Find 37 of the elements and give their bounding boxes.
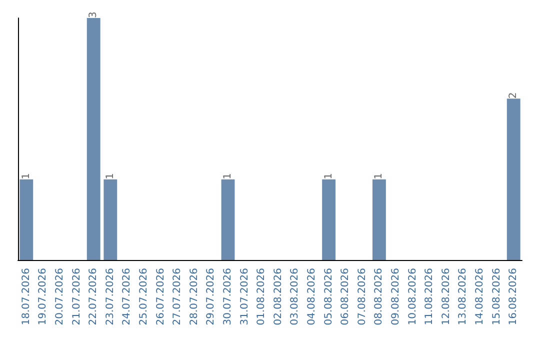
data-label: 1: [222, 172, 234, 180]
x-tick-label: 19.07.2026: [38, 268, 49, 326]
x-tick-label: 25.07.2026: [138, 268, 150, 326]
x-tick-label: 13.08.2026: [458, 268, 469, 326]
x-tick-label: 31.07.2026: [239, 268, 250, 326]
x-tick-label: 08.08.2026: [374, 268, 385, 326]
data-label: 2: [508, 92, 520, 99]
x-tick-label: 09.08.2026: [390, 268, 402, 326]
x-tick-label: 24.07.2026: [122, 268, 133, 326]
x-tick-label: 29.07.2026: [206, 268, 217, 326]
x-tick-label: 04.08.2026: [306, 268, 318, 326]
x-tick-label: 22.07.2026: [88, 268, 100, 326]
x-tick-label: 30.07.2026: [222, 268, 234, 326]
x-tick-label: 26.07.2026: [155, 268, 166, 326]
x-tick-label: 20.07.2026: [54, 268, 66, 326]
data-label: 1: [104, 172, 116, 180]
x-tick-label: 21.07.2026: [71, 268, 82, 326]
x-tick-label: 16.08.2026: [508, 268, 520, 326]
x-tick-label: 11.08.2026: [424, 268, 436, 326]
data-label: 1: [323, 172, 334, 180]
x-tick-label: 07.08.2026: [356, 268, 368, 326]
x-tick-label: 02.08.2026: [272, 268, 284, 326]
x-tick-label: 12.08.2026: [440, 268, 452, 326]
x-tick-label: 06.08.2026: [340, 268, 352, 326]
data-label: 3: [88, 12, 100, 18]
x-tick-label: 03.08.2026: [290, 268, 301, 326]
x-tick-label: 15.08.2026: [491, 268, 502, 326]
x-tick-label: 27.07.2026: [172, 268, 184, 326]
x-tick-label: 23.07.2026: [104, 268, 116, 326]
x-tick-label: 05.08.2026: [323, 268, 334, 326]
x-tick-label: 18.07.2026: [20, 268, 32, 326]
x-tick-label: 01.08.2026: [256, 268, 268, 326]
x-tick-label: 14.08.2026: [474, 268, 486, 326]
data-label: 1: [20, 172, 32, 180]
x-tick-label: 10.08.2026: [407, 268, 418, 326]
data-label: 1: [374, 172, 385, 180]
x-tick-label: 28.07.2026: [188, 268, 200, 326]
